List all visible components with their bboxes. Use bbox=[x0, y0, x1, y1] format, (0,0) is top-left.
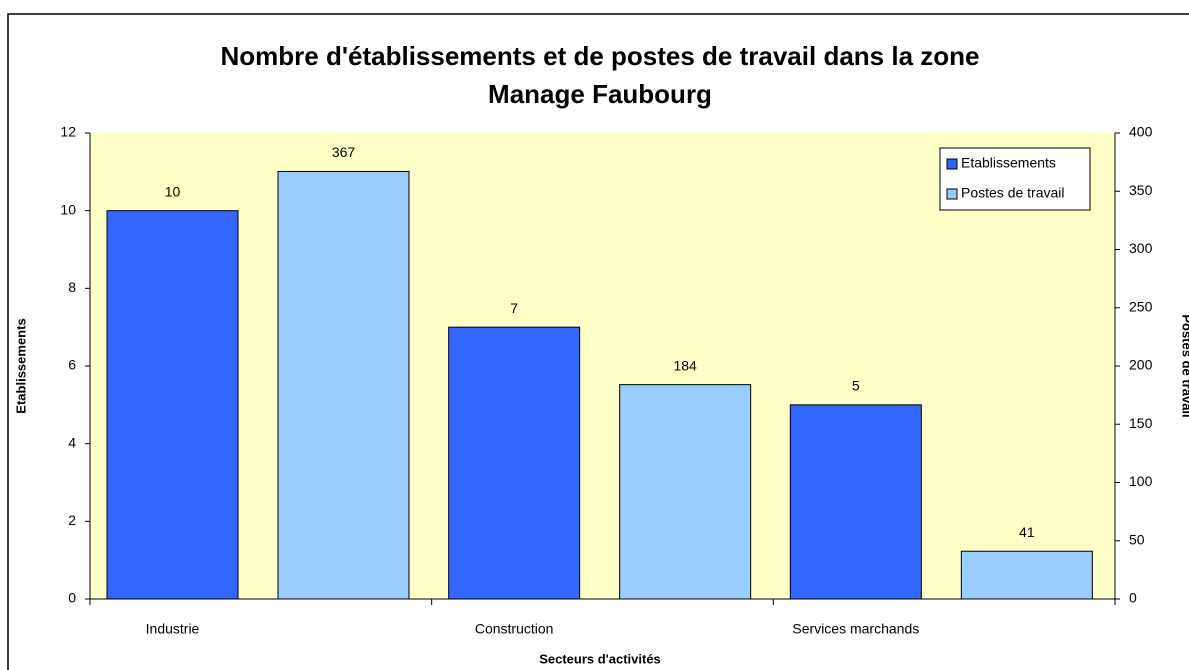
y2-tick-label: 100 bbox=[1129, 473, 1153, 489]
y-tick-label: 10 bbox=[60, 201, 76, 217]
data-label: 41 bbox=[1019, 524, 1035, 540]
legend-box bbox=[939, 147, 1091, 211]
data-label: 7 bbox=[510, 300, 518, 316]
x-tick-label: Industrie bbox=[146, 621, 200, 637]
y-tick-label: 0 bbox=[68, 590, 76, 606]
data-label: 10 bbox=[165, 183, 181, 199]
y-tick-label: 2 bbox=[68, 512, 76, 528]
y2-tick-label: 350 bbox=[1129, 182, 1153, 198]
bar bbox=[448, 326, 581, 600]
plot-area bbox=[90, 133, 1115, 599]
chart-title: Nombre d'établissements et de postes de … bbox=[221, 41, 980, 71]
y-tick-label: 6 bbox=[68, 357, 76, 373]
bar bbox=[960, 550, 1093, 600]
data-label: 184 bbox=[673, 357, 697, 373]
y2-tick-label: 400 bbox=[1129, 124, 1153, 140]
bar bbox=[619, 384, 752, 600]
y-tick-label: 4 bbox=[68, 434, 76, 450]
y2-tick-label: 0 bbox=[1129, 590, 1137, 606]
data-label: 367 bbox=[332, 144, 356, 160]
y2-axis-title: Postes de travail bbox=[1180, 314, 1189, 417]
y-tick-label: 12 bbox=[60, 124, 76, 140]
y2-tick-label: 250 bbox=[1129, 298, 1153, 314]
y2-tick-label: 50 bbox=[1129, 531, 1145, 547]
bar bbox=[106, 210, 239, 600]
x-tick-label: Construction bbox=[475, 621, 554, 637]
chart-title: Manage Faubourg bbox=[488, 79, 712, 109]
x-axis-title: Secteurs d'activités bbox=[539, 651, 661, 666]
legend-label: Etablissements bbox=[961, 155, 1056, 171]
legend-swatch bbox=[946, 188, 958, 200]
y-axis-title: Etablissements bbox=[13, 318, 28, 413]
legend-label: Postes de travail bbox=[961, 185, 1065, 201]
legend-swatch bbox=[946, 158, 958, 170]
data-label: 5 bbox=[852, 378, 860, 394]
y2-tick-label: 200 bbox=[1129, 357, 1153, 373]
y2-tick-label: 150 bbox=[1129, 415, 1153, 431]
y-tick-label: 8 bbox=[68, 279, 76, 295]
y2-tick-label: 300 bbox=[1129, 240, 1153, 256]
x-tick-label: Services marchands bbox=[792, 621, 919, 637]
bar bbox=[789, 404, 922, 600]
bar bbox=[277, 170, 410, 600]
